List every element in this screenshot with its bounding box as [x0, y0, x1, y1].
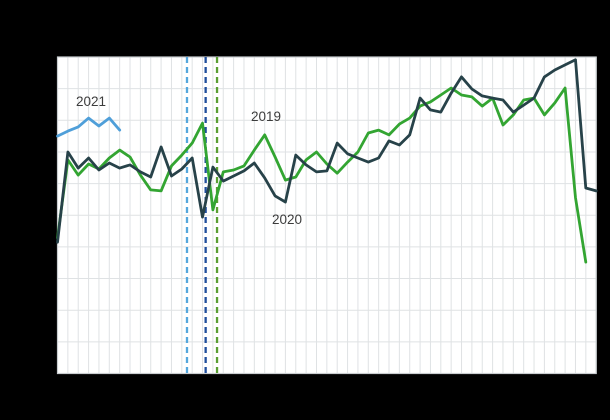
series-line-2021	[56, 116, 122, 138]
series-line-2020	[56, 58, 598, 244]
year-label: 2021	[76, 94, 106, 109]
series-line-2019	[56, 86, 588, 264]
plot-border	[56, 56, 597, 375]
year-label: 2020	[272, 212, 302, 227]
year-label: 2019	[251, 109, 281, 124]
